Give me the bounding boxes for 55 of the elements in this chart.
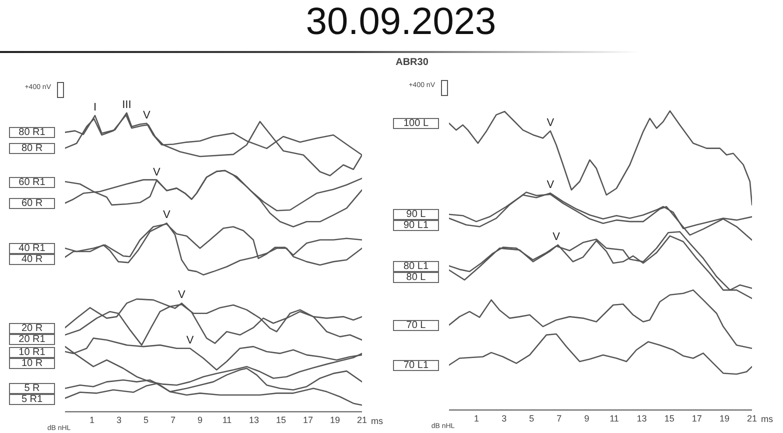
x-tick-label: 3 bbox=[502, 413, 507, 424]
text: 5 R1 bbox=[9, 394, 55, 406]
x-tick-label: 9 bbox=[197, 415, 203, 426]
annotation: V bbox=[546, 179, 555, 192]
annotation: III bbox=[122, 98, 132, 111]
x-tick-label: 19 bbox=[719, 413, 730, 424]
x-tick-label: 1 bbox=[474, 413, 480, 424]
x-tick-label: 11 bbox=[610, 413, 619, 424]
x-tick-label: 21 bbox=[746, 413, 758, 424]
annotation: I bbox=[93, 102, 96, 114]
x-tick-label: 7 bbox=[556, 413, 562, 424]
annotation: V bbox=[152, 166, 161, 178]
x-tick-label: 3 bbox=[116, 415, 122, 426]
x-tick-label: 5 bbox=[143, 415, 149, 426]
x-tick-label: 5 bbox=[529, 413, 534, 424]
x-tick-label: 19 bbox=[330, 415, 340, 426]
text: 80 L1 bbox=[393, 260, 439, 272]
annotation: V bbox=[162, 209, 171, 222]
text: 90 L bbox=[393, 209, 439, 220]
series-label: 80 R1 bbox=[9, 127, 55, 138]
x-tick-label: 11 bbox=[222, 415, 232, 426]
chart-title: 30.09.2023 bbox=[304, 0, 498, 44]
annotation: V bbox=[143, 109, 152, 122]
x-tick-label: 17 bbox=[302, 415, 314, 426]
x-tick-label: 21 bbox=[356, 415, 368, 426]
series-label: 20 R1 bbox=[9, 334, 55, 345]
x-tick-label: 15 bbox=[664, 413, 674, 424]
series-label: 40 R1 bbox=[9, 243, 55, 254]
text: 20 R bbox=[9, 322, 55, 334]
text: 70 L1 bbox=[393, 360, 439, 372]
text: 10 R bbox=[9, 358, 55, 369]
text: 80 R bbox=[9, 143, 55, 154]
text: 60 R bbox=[9, 198, 55, 210]
text: 100 L bbox=[393, 118, 439, 130]
x-axis-title: ms bbox=[761, 414, 773, 425]
text: 70 L bbox=[393, 320, 439, 332]
x-tick-label: 13 bbox=[636, 413, 647, 424]
x-tick-label: 9 bbox=[584, 413, 590, 424]
annotation: V bbox=[552, 230, 561, 243]
text: 40 R bbox=[9, 254, 55, 266]
series-label: 10 R1 bbox=[9, 346, 55, 358]
text: 5 R bbox=[9, 383, 55, 394]
x-tick-label: 15 bbox=[276, 415, 286, 426]
series-label: 60 R1 bbox=[9, 176, 55, 188]
x-axis-title: ms bbox=[371, 416, 383, 427]
annotation: V bbox=[178, 289, 186, 302]
text: 90 L1 bbox=[393, 220, 439, 232]
chart-subtitle: ABR30 bbox=[394, 57, 430, 69]
annotation: V bbox=[546, 116, 555, 129]
x-tick-label: 1 bbox=[89, 415, 95, 426]
x-tick-label: 7 bbox=[170, 415, 176, 426]
x-tick-label: 17 bbox=[692, 413, 702, 424]
x-tick-label: 13 bbox=[248, 415, 260, 426]
annotation: V bbox=[186, 334, 194, 346]
text: 80 L bbox=[393, 272, 439, 283]
